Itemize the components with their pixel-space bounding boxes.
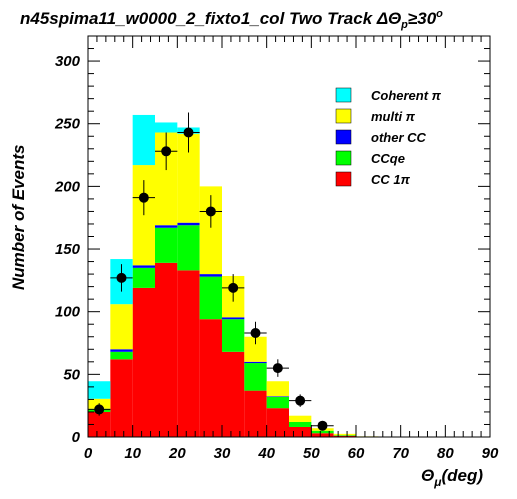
data-point-4 xyxy=(183,127,194,138)
bar-cc1pi-bin-9 xyxy=(289,426,312,437)
bar-cc1pi-bin-6 xyxy=(222,351,245,437)
legend-swatch-ccqe xyxy=(335,150,352,166)
data-point-9 xyxy=(295,395,306,406)
y-tick-label-0: 0 xyxy=(72,429,81,446)
bar-other_cc-bin-3 xyxy=(155,225,178,228)
bar-multi-bin-11 xyxy=(333,433,356,436)
chart-title-superscript: o xyxy=(436,8,443,20)
data-point-1 xyxy=(116,272,127,283)
x-axis-title-symbol: Θ xyxy=(421,466,434,485)
chart-title: n45spima11_w0000_2_fixto1_col Two Track … xyxy=(20,8,443,31)
legend-label-other_cc: other CC xyxy=(371,130,427,145)
legend-label-ccqe: CCqe xyxy=(371,151,405,166)
x-tick-label-90: 90 xyxy=(482,445,499,462)
y-tick-label-50: 50 xyxy=(63,366,80,383)
y-tick-label-150: 150 xyxy=(55,241,81,258)
legend-swatch-other_cc xyxy=(335,129,352,145)
x-tick-label-80: 80 xyxy=(437,445,454,462)
data-point-10 xyxy=(317,420,328,431)
x-axis-title-subscript: μ xyxy=(433,475,442,489)
bar-ccqe-bin-10 xyxy=(311,430,334,434)
bar-ccqe-bin-4 xyxy=(177,225,200,271)
data-points xyxy=(88,112,334,431)
x-tick-label-0: 0 xyxy=(84,445,93,462)
data-point-7 xyxy=(250,327,261,338)
bar-multi-bin-4 xyxy=(177,133,200,223)
bar-other_cc-bin-1 xyxy=(110,349,133,352)
x-axis-title: Θμ(deg) xyxy=(421,466,483,489)
bar-multi-bin-7 xyxy=(244,336,267,362)
bar-cc1pi-bin-4 xyxy=(177,270,200,437)
legend-swatch-cc1pi xyxy=(335,171,352,187)
bar-other_cc-bin-5 xyxy=(199,274,222,277)
legend-label-cc1pi: CC 1π xyxy=(371,172,411,187)
bar-other_cc-bin-7 xyxy=(244,361,267,364)
x-tick-label-60: 60 xyxy=(348,445,365,462)
bar-cc1pi-bin-11 xyxy=(333,435,356,437)
x-tick-label-70: 70 xyxy=(392,445,409,462)
bar-other_cc-bin-6 xyxy=(222,317,245,320)
chart-title-main: n45spima11_w0000_2_fixto1_col Two Track xyxy=(20,9,377,28)
data-point-0 xyxy=(94,404,105,415)
y-tick-label-250: 250 xyxy=(54,116,81,133)
y-axis-title: Number of Events xyxy=(9,145,28,290)
bar-ccqe-bin-8 xyxy=(266,396,289,409)
bar-ccqe-bin-3 xyxy=(155,227,178,263)
legend: Coherent π multi π other CC CCqe CC 1π xyxy=(335,87,442,187)
y-tick-label-300: 300 xyxy=(55,53,81,70)
bar-multi-bin-9 xyxy=(289,415,312,422)
bar-ccqe-bin-5 xyxy=(199,276,222,320)
legend-label-multi: multi π xyxy=(371,109,416,124)
bar-ccqe-bin-2 xyxy=(132,267,155,288)
bar-ccqe-bin-6 xyxy=(222,319,245,352)
chart-title-subscript: p xyxy=(400,19,408,31)
legend-swatch-multi xyxy=(335,108,352,124)
x-tick-label-20: 20 xyxy=(168,445,186,462)
bar-multi-bin-5 xyxy=(199,186,222,275)
bar-cc1pi-bin-0 xyxy=(88,411,111,437)
bar-multi-bin-3 xyxy=(155,132,178,226)
stacked-bars xyxy=(88,114,379,437)
bar-coherent-bin-2 xyxy=(132,114,155,166)
chart-title-delta-theta: ΔΘ xyxy=(376,9,401,28)
bar-multi-bin-8 xyxy=(266,381,289,397)
data-point-3 xyxy=(161,146,172,157)
bar-ccqe-bin-1 xyxy=(110,351,133,360)
bar-cc1pi-bin-3 xyxy=(155,262,178,437)
x-axis-title-unit: (deg) xyxy=(441,466,483,485)
x-tick-label-40: 40 xyxy=(257,445,275,462)
data-point-8 xyxy=(272,363,283,374)
bar-other_cc-bin-4 xyxy=(177,222,200,226)
bar-coherent-bin-3 xyxy=(155,122,178,133)
x-tick-label-30: 30 xyxy=(214,445,231,462)
y-tick-label-100: 100 xyxy=(55,304,81,321)
bar-cc1pi-bin-5 xyxy=(199,319,222,437)
bar-cc1pi-bin-7 xyxy=(244,390,267,437)
data-point-2 xyxy=(138,192,149,203)
bar-cc1pi-bin-8 xyxy=(266,408,289,437)
x-tick-label-10: 10 xyxy=(124,445,141,462)
bar-ccqe-bin-9 xyxy=(289,421,312,427)
y-tick-label-200: 200 xyxy=(54,178,81,195)
bar-other_cc-bin-2 xyxy=(132,265,155,268)
x-tick-label-50: 50 xyxy=(303,445,320,462)
bar-ccqe-bin-11 xyxy=(333,435,356,436)
bar-cc1pi-bin-1 xyxy=(110,359,133,437)
data-point-6 xyxy=(228,282,239,293)
chart-title-condition: ≥30 xyxy=(408,9,437,28)
bar-cc1pi-bin-2 xyxy=(132,287,155,437)
data-point-5 xyxy=(205,206,216,217)
legend-swatch-coherent xyxy=(335,87,352,103)
axes: 0 10 20 30 40 50 60 70 80 90 0 50 100 150 200 250 300 xyxy=(54,35,499,462)
bar-cc1pi-bin-10 xyxy=(311,433,334,437)
bar-other_cc-bin-8 xyxy=(266,396,289,397)
legend-label-coherent: Coherent π xyxy=(371,88,442,103)
bar-coherent-bin-0 xyxy=(88,381,111,399)
bar-ccqe-bin-7 xyxy=(244,363,267,391)
bar-multi-bin-1 xyxy=(110,304,133,350)
